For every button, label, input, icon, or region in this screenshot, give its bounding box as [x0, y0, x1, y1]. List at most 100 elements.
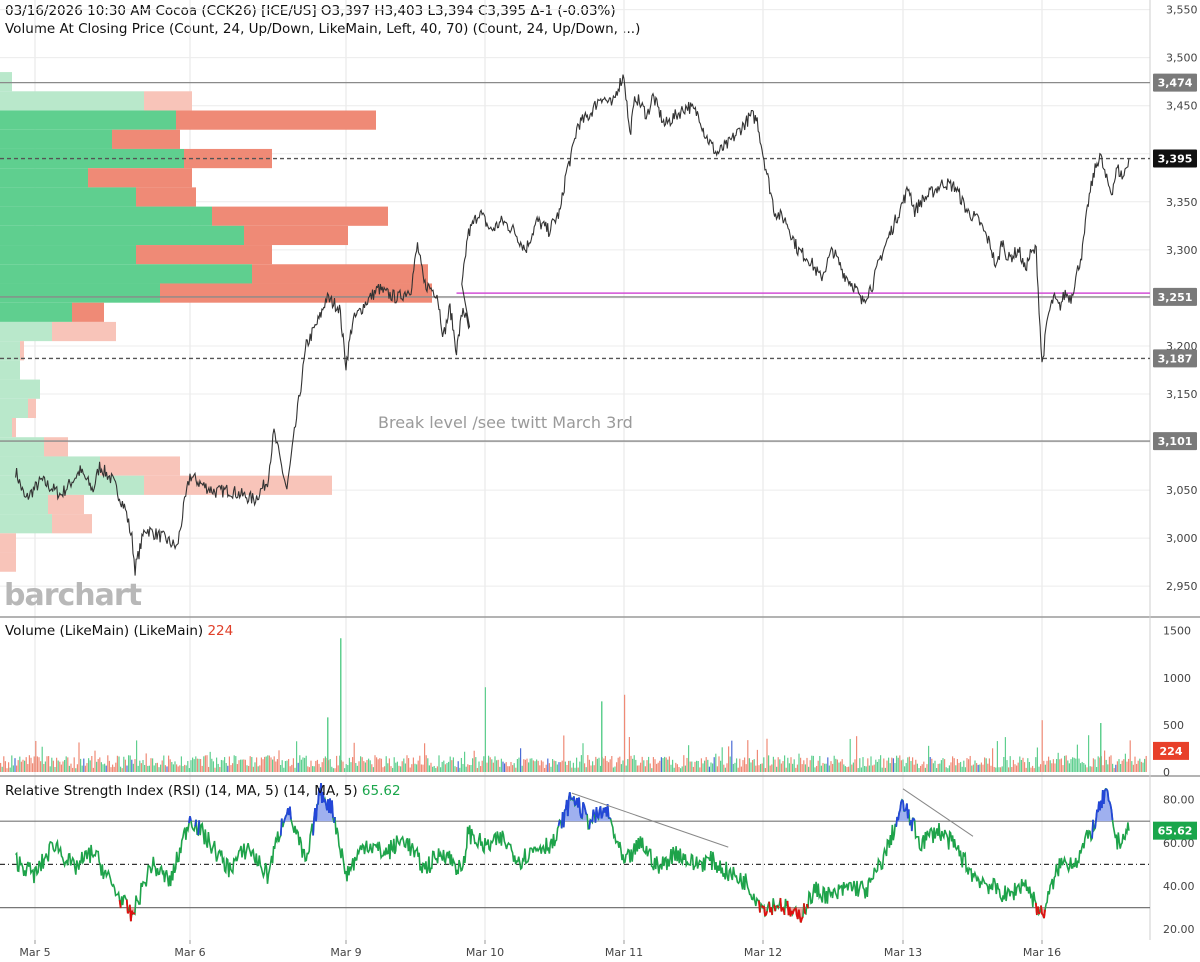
volume-bar	[158, 767, 160, 772]
volume-bar	[579, 761, 581, 772]
rsi-extreme-segment	[333, 816, 336, 823]
volume-bar	[979, 764, 981, 772]
volume-bar	[1134, 756, 1136, 772]
volume-bar	[225, 762, 227, 772]
volume-bar	[886, 760, 888, 772]
volume-bar	[508, 766, 510, 772]
profile-down-2	[176, 110, 376, 130]
volume-bar	[736, 758, 738, 772]
rsi-extreme-segment	[799, 918, 803, 923]
volume-bar	[1008, 767, 1010, 772]
volume-bar	[456, 767, 458, 772]
x-tick-7: Mar 16	[1023, 946, 1061, 959]
volume-bar	[51, 757, 53, 772]
volume-bar	[536, 759, 538, 772]
volume-bar	[227, 765, 229, 772]
volume-bar	[761, 763, 763, 772]
rsi-extreme-segment	[776, 905, 780, 909]
volume-bar	[316, 759, 318, 772]
volume-bar	[848, 766, 850, 772]
volume-bar	[81, 765, 83, 772]
chart-header-indicator: Volume At Closing Price (Count, 24, Up/D…	[5, 21, 641, 37]
volume-bar	[507, 766, 509, 772]
volume-bar	[224, 757, 226, 772]
volume-bar	[510, 761, 512, 772]
volume-bar	[752, 760, 754, 772]
volume-bar	[646, 760, 648, 772]
volume-bar	[382, 767, 384, 772]
volume-bar	[659, 760, 661, 772]
profile-down-3	[112, 129, 180, 149]
price-tick-0: 3,550	[1166, 4, 1198, 17]
volume-bar	[908, 756, 910, 772]
level-badge-1	[1153, 149, 1197, 168]
volume-bar	[1142, 762, 1144, 772]
volume-bar	[478, 761, 480, 772]
volume-bar	[273, 756, 275, 772]
volume-bar	[641, 756, 643, 772]
profile-down-14	[20, 341, 24, 361]
volume-bar	[742, 760, 744, 772]
volume-bar	[828, 765, 830, 772]
volume-bar	[108, 760, 110, 772]
volume-bar	[785, 767, 787, 772]
volume-bar	[670, 764, 672, 772]
profile-up-0	[0, 72, 12, 92]
volume-bar	[992, 748, 994, 772]
volume-bar	[907, 757, 909, 772]
profile-up-1	[0, 91, 144, 111]
rsi-extreme-segment	[279, 818, 283, 836]
volume-bar	[142, 760, 144, 772]
volume-bar	[216, 757, 218, 772]
volume-bar	[497, 759, 499, 772]
rsi-tick-1: 60.00	[1163, 837, 1195, 850]
volume-bar	[801, 764, 803, 772]
volume-bar	[268, 755, 270, 772]
volume-bar	[1000, 767, 1002, 772]
volume-bar	[484, 687, 486, 772]
volume-bar	[905, 762, 907, 772]
volume-bar	[129, 755, 131, 772]
rsi-extreme-segment	[1094, 819, 1097, 829]
volume-bar	[566, 764, 568, 772]
volume-bar	[6, 768, 8, 772]
rsi-extreme-segment	[782, 907, 786, 915]
rsi-extreme-segment	[1109, 804, 1113, 811]
volume-bar	[1060, 758, 1062, 772]
volume-bar	[249, 756, 251, 772]
volume-bar	[446, 763, 448, 772]
volume-bar	[513, 763, 515, 772]
volume-bar	[776, 766, 778, 772]
volume-bar	[544, 767, 546, 772]
volume-bar	[668, 756, 670, 772]
x-tick-5: Mar 12	[744, 946, 782, 959]
volume-bar	[617, 757, 619, 772]
profile-up-13	[0, 321, 52, 342]
volume-bar	[993, 766, 995, 772]
volume-bar	[553, 760, 555, 772]
volume-bar	[384, 766, 386, 772]
volume-bar	[104, 763, 106, 772]
volume-bar	[468, 765, 470, 772]
volume-bar	[25, 757, 27, 772]
rsi-extreme-segment	[908, 820, 912, 826]
rsi-badge-label: 65.62	[1158, 825, 1193, 838]
volume-bar	[272, 759, 274, 772]
volume-bar	[1121, 760, 1123, 772]
volume-bar	[212, 761, 214, 772]
volume-bar	[496, 760, 498, 772]
volume-bar	[918, 768, 920, 772]
volume-bar	[256, 757, 258, 772]
volume-bar	[176, 764, 178, 772]
volume-bar	[952, 756, 954, 772]
volume-bar	[1097, 756, 1099, 772]
rsi-extreme-segment	[1040, 905, 1043, 915]
volume-bar	[1032, 765, 1034, 772]
volume-bar	[464, 751, 466, 772]
rsi-under-fill	[130, 907, 135, 922]
rsi-extreme-segment	[792, 908, 796, 912]
volume-bar	[395, 762, 397, 772]
price-tick-4: 3,350	[1166, 196, 1198, 209]
profile-up-16	[0, 379, 40, 399]
